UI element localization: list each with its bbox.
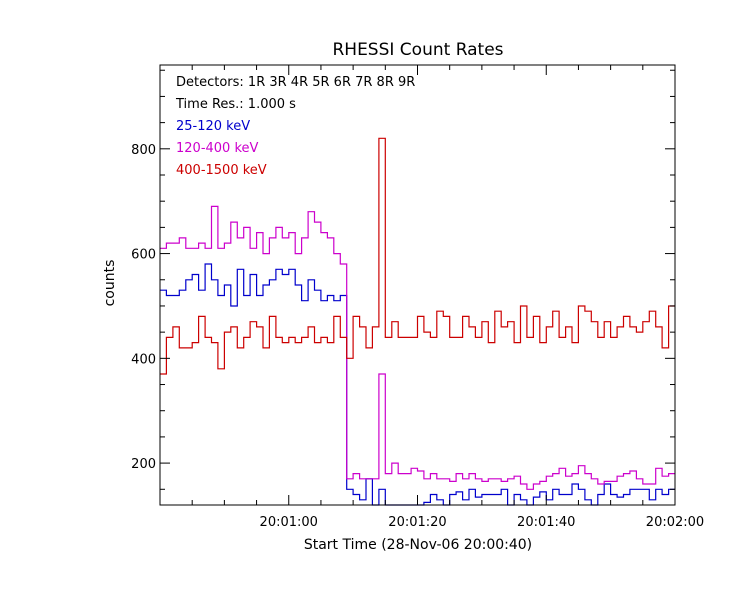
legend-entry: 120-400 keV — [176, 141, 259, 156]
y-axis-label: counts — [102, 260, 118, 307]
y-tick-label: 800 — [131, 143, 156, 158]
x-tick-label: 20:01:40 — [517, 515, 575, 530]
chart-title: RHESSI Count Rates — [332, 40, 503, 60]
x-axis-label: Start Time (28-Nov-06 20:00:40) — [304, 537, 532, 553]
time-resolution-annotation: Time Res.: 1.000 s — [175, 97, 296, 112]
y-tick-label: 400 — [131, 352, 156, 367]
y-tick-label: 600 — [131, 248, 156, 263]
x-tick-label: 20:01:20 — [388, 515, 446, 530]
y-tick-label: 200 — [131, 457, 156, 472]
x-tick-label: 20:01:00 — [260, 515, 318, 530]
legend-entry: 400-1500 keV — [176, 163, 267, 178]
legend-entry: 25-120 keV — [176, 119, 250, 134]
x-tick-label: 20:02:00 — [646, 515, 704, 530]
series-line-400-1500-kev — [160, 137, 675, 375]
plot-frame — [159, 64, 676, 506]
legend: 25-120 keV 120-400 keV 400-1500 keV — [176, 119, 267, 178]
detectors-annotation: Detectors: 1R 3R 4R 5R 6R 7R 8R 9R — [176, 75, 415, 90]
series-line-120-400-kev — [160, 205, 675, 490]
